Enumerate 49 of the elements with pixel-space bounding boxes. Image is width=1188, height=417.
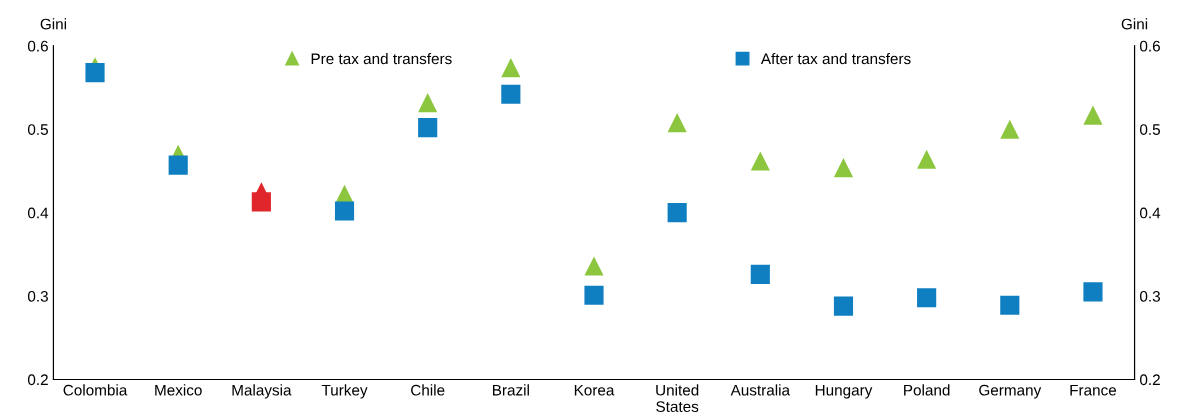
x-tick-label: Germany [979,384,1042,399]
y-tick-label: 0.3 [27,290,48,302]
point [418,118,438,138]
x-tick-label: Malaysia [232,384,292,399]
point [750,264,770,284]
point [1000,119,1020,139]
legend-label: After tax and transfers [760,52,911,65]
point [667,113,687,133]
x-tick-label: Mexico [155,384,202,396]
x-tick-label: Poland [904,384,950,396]
point [501,57,521,78]
point [917,149,937,169]
x-tick-label: United States [656,384,699,413]
y2-tick-label: 0.6 [1140,40,1160,52]
x-tick-label: Korea [574,384,615,396]
point [1083,105,1103,125]
point [667,203,687,223]
x-tick-label: France [1070,384,1117,396]
x-tick-label: Colombia [63,384,128,396]
y2-tick-label: 0.4 [1140,207,1161,219]
point [750,151,770,171]
point [168,155,188,175]
y2-tick-label: 0.2 [1140,374,1160,386]
y-tick-label: 0.5 [27,124,48,135]
point [833,158,854,178]
y2-tick-label: 0.3 [1140,290,1160,302]
point [1000,295,1020,315]
y-tick-label: 0.6 [27,40,48,52]
legend-label: Pre tax and transfers [311,52,452,65]
point [418,93,438,113]
y-tick-label: 0.4 [27,207,49,219]
x-tick-label: Hungary [815,384,873,399]
point [917,288,937,308]
x-tick-label: Australia [730,384,791,396]
point [1083,282,1103,302]
x-tick-label: Chile [411,384,445,396]
y2-tick-label: 0.5 [1140,124,1160,135]
point [334,201,355,221]
point [584,256,604,276]
y-axis-title: Gini [40,18,67,30]
point [833,296,854,316]
x-tick-label: Brazil [492,384,529,396]
point [584,285,604,305]
x-tick-label: Turkey [321,384,368,399]
point [501,84,521,104]
point [85,62,105,83]
y-tick-label: 0.2 [27,374,48,386]
point [251,192,271,212]
y2-axis-title: Gini [1121,18,1148,30]
